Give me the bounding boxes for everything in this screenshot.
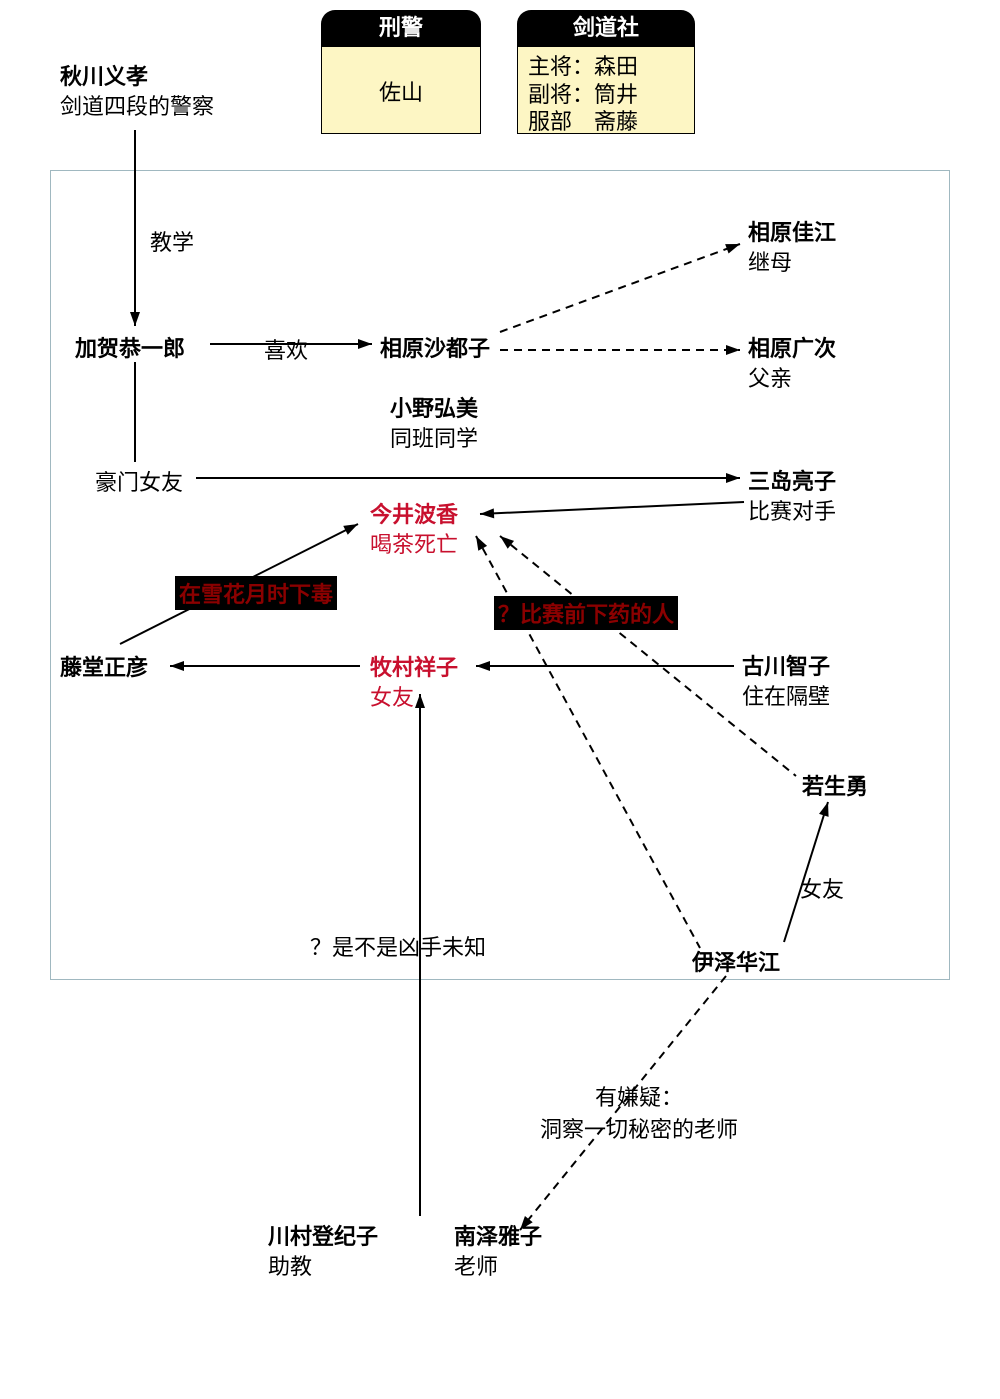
node-makimura: 牧村祥子女友 xyxy=(370,653,458,712)
node-mishima: 三岛亮子比赛对手 xyxy=(748,467,836,526)
node-aihara_s: 相原沙都子 xyxy=(380,334,490,364)
node-kaga: 加贺恭一郎 xyxy=(75,334,185,364)
node-wakao: 若生勇 xyxy=(802,772,868,802)
edge-label-unknown: ？是不是凶手未知 xyxy=(310,930,486,962)
node-furukawa: 古川智子住在隔壁 xyxy=(742,652,830,711)
node-izawa: 伊泽华江 xyxy=(692,948,780,978)
node-aihara_h: 相原广次父亲 xyxy=(748,334,836,393)
edge-label-teach: 教学 xyxy=(150,225,194,257)
edge-label-girlfriend: 女友 xyxy=(800,872,844,904)
edge-label-like: 喜欢 xyxy=(264,333,308,365)
edge-label-suspect: 有嫌疑： 洞察一切秘密的老师 xyxy=(540,1080,738,1144)
edge-label-druggist: ？比赛前下药的人 xyxy=(494,596,678,630)
node-aihara_y: 相原佳江继母 xyxy=(748,218,836,277)
diagram-stage: 刑警 佐山 剑道社 主将：森田副将：筒井服部 斋藤 秋川义孝剑道四段的警察加贺恭… xyxy=(0,0,1000,1399)
node-ono: 小野弘美同班同学 xyxy=(390,394,478,453)
edge-label-poison: 在雪花月时下毒 xyxy=(175,576,337,610)
node-wealthy: 豪门女友 xyxy=(95,468,183,498)
edges-layer xyxy=(0,0,1000,1399)
node-akikawa: 秋川义孝剑道四段的警察 xyxy=(60,62,214,121)
node-todo: 藤堂正彦 xyxy=(60,653,148,683)
node-minamisawa: 南泽雅子老师 xyxy=(454,1222,542,1281)
node-imai: 今井波香喝茶死亡 xyxy=(370,500,458,559)
node-kawamura: 川村登纪子助教 xyxy=(268,1222,378,1281)
